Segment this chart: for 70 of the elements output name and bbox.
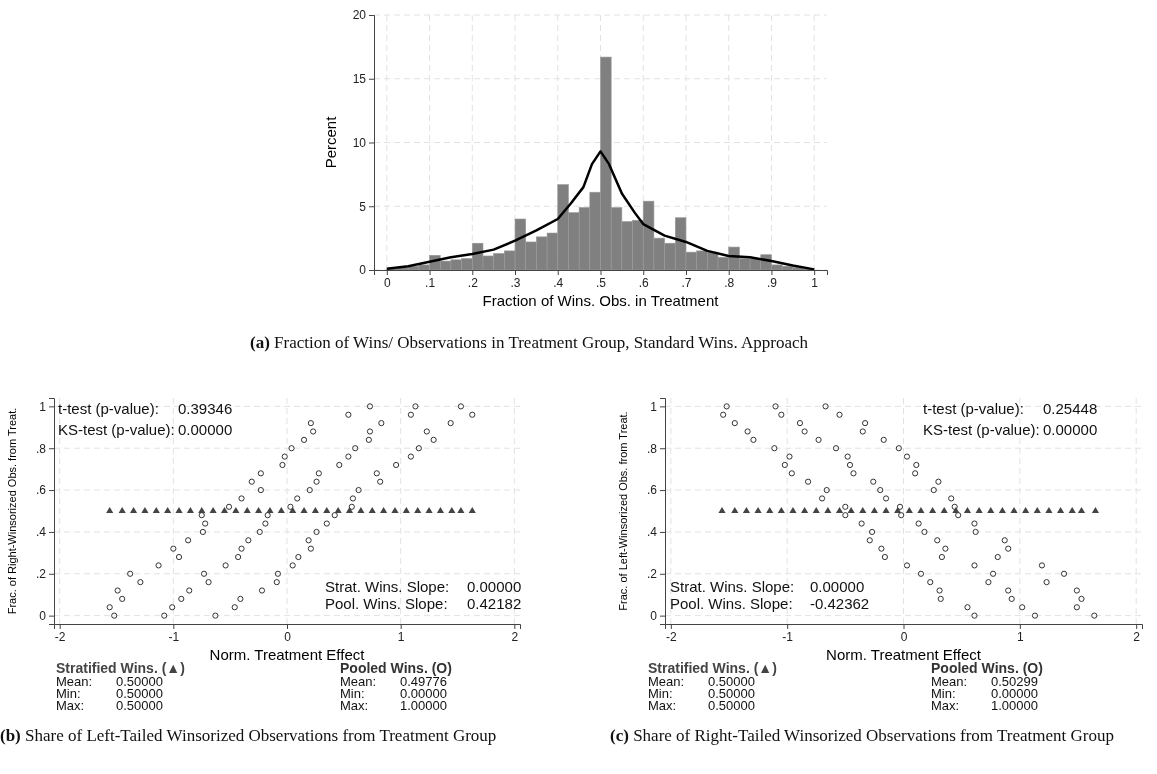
- y-tick-label: 20: [352, 8, 367, 23]
- x-axis-title: Norm. Treatment Effect: [826, 646, 982, 663]
- x-tick-label: .2: [467, 275, 479, 290]
- y-tick-label: .8: [646, 441, 658, 456]
- y-axis-title: Percent: [322, 115, 339, 169]
- text: Min: 0.50000: [648, 686, 755, 701]
- y-tick-label: 0: [359, 263, 367, 278]
- y-tick-label: 5: [359, 199, 367, 214]
- text: (c) Share of Right-Tailed Winsorized Observations from Treatment Group: [610, 726, 1114, 745]
- y-tick-label: .4: [646, 525, 658, 540]
- x-tick-label: -2: [665, 629, 677, 644]
- x-axis-title: Norm. Treatment Effect: [209, 646, 366, 663]
- y-tick-label: 1: [39, 399, 47, 414]
- x-tick-label: 1: [1017, 629, 1024, 644]
- text: t-test (p-value): 0.25448: [923, 400, 1098, 417]
- x-tick-label: -1: [782, 629, 794, 644]
- x-tick-label: 1: [811, 275, 819, 290]
- annotation: Strat. Wins. Slope: 0.00000: [670, 578, 865, 595]
- text: Stratified Wins. (▲): [648, 660, 777, 676]
- x-tick-label: .4: [553, 275, 564, 290]
- text: Pooled Wins. (O): [340, 660, 452, 676]
- y-tick-label: 1: [650, 399, 658, 414]
- text: Mean: 0.50000: [648, 674, 755, 689]
- annotation: Strat. Wins. Slope: 0.00000: [325, 578, 522, 595]
- text: Max: 0.50000: [56, 698, 163, 713]
- text: Max: 1.00000: [340, 698, 447, 713]
- x-tick-label: 2: [1133, 629, 1141, 644]
- text: (a) Fraction of Wins/ Observations in Treatment Group, Standard Wins. Approach: [250, 333, 808, 352]
- y-tick-label: 0: [39, 608, 47, 623]
- y-tick-label: .2: [35, 567, 47, 582]
- y-tick-label: 0: [650, 608, 658, 623]
- text: Min: 0.00000: [340, 686, 447, 701]
- x-tick-label: 0: [284, 629, 292, 644]
- text: Mean: 0.49776: [340, 674, 447, 689]
- text: Mean: 0.50299: [931, 674, 1038, 689]
- y-tick-label: .4: [35, 525, 47, 540]
- x-tick-label: .5: [595, 275, 607, 290]
- x-tick-label: .8: [724, 275, 735, 290]
- x-tick-label: .3: [510, 275, 521, 290]
- text: Mean: 0.50000: [56, 674, 163, 689]
- x-tick-label: -1: [168, 629, 180, 644]
- text: t-test (p-value): 0.39346: [58, 400, 233, 417]
- y-axis-title: Frac. of Left-Winsorized Obs. from Treat.: [617, 411, 629, 611]
- annotation: KS-test (p-value): 0.00000: [58, 421, 233, 438]
- x-tick-label: .1: [425, 275, 436, 290]
- x-tick-label: -2: [54, 629, 66, 644]
- y-axis-title: Frac. of Right-Winsorized Obs. from Treat.: [6, 407, 18, 615]
- annotation: KS-test (p-value): 0.00000: [923, 421, 1098, 438]
- y-tick-label: .6: [646, 483, 658, 498]
- y-tick-label: .6: [35, 483, 47, 498]
- x-tick-label: 0: [383, 275, 391, 290]
- text: (b) Share of Left-Tailed Winsorized Observations from Treatment Group: [0, 726, 497, 745]
- text: Stratified Wins. (▲): [56, 660, 185, 676]
- text: Max: 1.00000: [931, 698, 1038, 713]
- text: Max: 0.50000: [648, 698, 755, 713]
- x-tick-label: .9: [766, 275, 778, 290]
- text: Min: 0.00000: [931, 686, 1038, 701]
- annotation: Pool. Wins. Slope: -0.42362: [670, 595, 870, 612]
- text: Pool. Wins. Slope: 0.42182: [325, 595, 522, 612]
- x-tick-label: 0: [900, 629, 908, 644]
- y-tick-label: .8: [35, 441, 47, 456]
- text: Min: 0.50000: [56, 686, 163, 701]
- x-tick-label: .7: [681, 275, 692, 290]
- y-tick-label: .2: [646, 567, 658, 582]
- x-axis-title: Fraction of Wins. Obs. in Treatment: [482, 292, 720, 309]
- x-tick-label: 1: [397, 629, 405, 644]
- y-tick-label: 15: [352, 72, 367, 87]
- y-tick-label: 10: [352, 135, 367, 150]
- text: Pooled Wins. (O): [931, 660, 1043, 676]
- x-tick-label: 2: [511, 629, 519, 644]
